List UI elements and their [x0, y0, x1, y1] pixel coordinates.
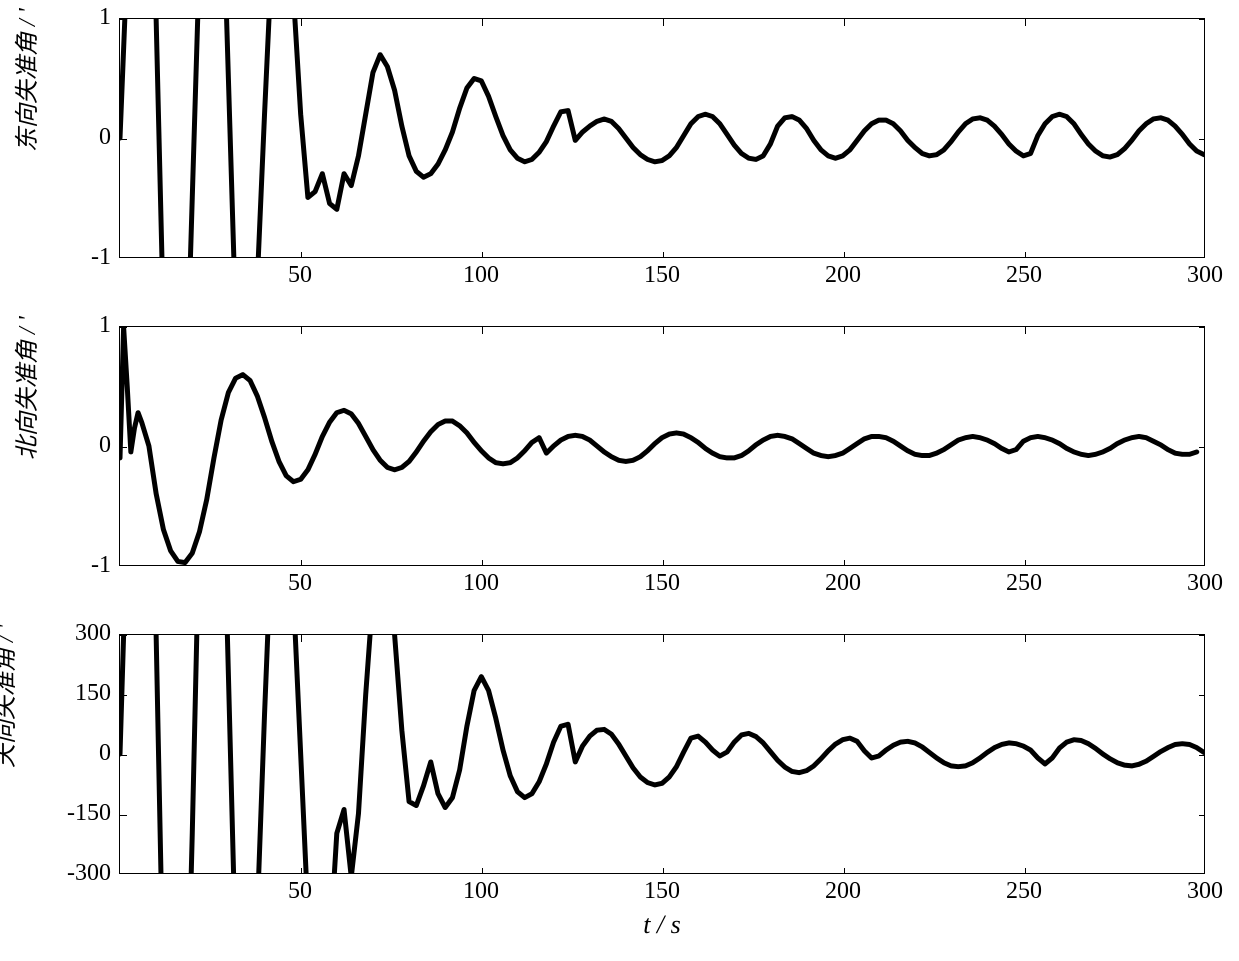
xtick-mark [844, 868, 845, 874]
ytick-label: -150 [41, 800, 111, 827]
xtick-mark [301, 635, 302, 642]
plot-area-east [119, 18, 1205, 258]
xtick-mark [482, 560, 483, 566]
xtick-mark [663, 868, 664, 874]
ytick-mark [120, 327, 127, 328]
ytick-mark [1199, 815, 1205, 816]
ytick-label: -1 [41, 244, 111, 271]
ytick-mark [1199, 635, 1205, 636]
xtick-label: 50 [270, 878, 330, 905]
xtick-mark [844, 19, 845, 26]
xtick-label: 50 [270, 570, 330, 597]
xtick-mark [1025, 560, 1026, 566]
xtick-mark [482, 19, 483, 26]
ylabel-north: 北向失准角 / ' [7, 432, 35, 460]
ylabel-east: 东向失准角 / ' [7, 124, 35, 152]
ytick-mark [120, 755, 127, 756]
xtick-label: 200 [813, 262, 873, 289]
ytick-mark [1199, 695, 1205, 696]
ytick-label: 0 [41, 432, 111, 459]
xtick-label: 100 [451, 262, 511, 289]
ytick-label: 150 [41, 680, 111, 707]
xlabel: t / s [119, 910, 1205, 940]
ylabel-text: 北向失准角 / ' [15, 316, 41, 460]
xtick-mark [1025, 252, 1026, 258]
xtick-mark [301, 19, 302, 26]
xtick-mark [844, 635, 845, 642]
ytick-label: -300 [41, 860, 111, 887]
xtick-mark [1025, 868, 1026, 874]
xtick-label: 50 [270, 262, 330, 289]
xtick-mark [844, 327, 845, 334]
series-line-east [120, 19, 1204, 257]
ytick-label: 1 [41, 4, 111, 31]
xtick-mark [482, 635, 483, 642]
xtick-label: 300 [1175, 262, 1235, 289]
xtick-label: 200 [813, 570, 873, 597]
ytick-mark [120, 695, 127, 696]
series-line-up [120, 635, 1204, 873]
xtick-mark [1025, 327, 1026, 334]
ytick-mark [1199, 19, 1205, 20]
xtick-mark [301, 868, 302, 874]
xtick-label: 100 [451, 570, 511, 597]
xtick-mark [844, 560, 845, 566]
ytick-mark [120, 447, 127, 448]
ytick-label: 1 [41, 312, 111, 339]
xtick-label: 150 [632, 570, 692, 597]
xtick-label: 150 [632, 878, 692, 905]
ytick-mark [1199, 139, 1205, 140]
figure-root: -10150100150200250300东向失准角 / '-101501001… [0, 0, 1239, 961]
xtick-mark [1025, 635, 1026, 642]
xtick-mark [844, 252, 845, 258]
ylabel-text: 天向失准角 / ' [0, 624, 19, 768]
plot-area-up [119, 634, 1205, 874]
ytick-label: 0 [41, 124, 111, 151]
xtick-label: 250 [994, 262, 1054, 289]
ytick-mark [1199, 447, 1205, 448]
xtick-label: 300 [1175, 878, 1235, 905]
xlabel-text: t / s [643, 910, 681, 939]
xtick-mark [301, 327, 302, 334]
xtick-mark [301, 560, 302, 566]
ytick-mark [120, 139, 127, 140]
ylabel-text: 东向失准角 / ' [15, 8, 41, 152]
ytick-label: 300 [41, 620, 111, 647]
xtick-label: 300 [1175, 570, 1235, 597]
ytick-mark [120, 635, 127, 636]
series-line-north [120, 327, 1204, 565]
xtick-label: 200 [813, 878, 873, 905]
xtick-mark [663, 560, 664, 566]
xtick-label: 250 [994, 570, 1054, 597]
ytick-label: -1 [41, 552, 111, 579]
ytick-mark [1199, 327, 1205, 328]
xtick-mark [482, 868, 483, 874]
xtick-mark [663, 19, 664, 26]
xtick-label: 250 [994, 878, 1054, 905]
xtick-mark [663, 635, 664, 642]
ytick-label: 0 [41, 740, 111, 767]
xtick-mark [663, 252, 664, 258]
xtick-label: 100 [451, 878, 511, 905]
xtick-mark [301, 252, 302, 258]
xtick-mark [1025, 19, 1026, 26]
xtick-mark [482, 252, 483, 258]
ytick-mark [1199, 755, 1205, 756]
xtick-mark [482, 327, 483, 334]
ylabel-up: 天向失准角 / ' [0, 740, 13, 768]
xtick-mark [663, 327, 664, 334]
plot-area-north [119, 326, 1205, 566]
ytick-mark [120, 815, 127, 816]
xtick-label: 150 [632, 262, 692, 289]
ytick-mark [120, 19, 127, 20]
